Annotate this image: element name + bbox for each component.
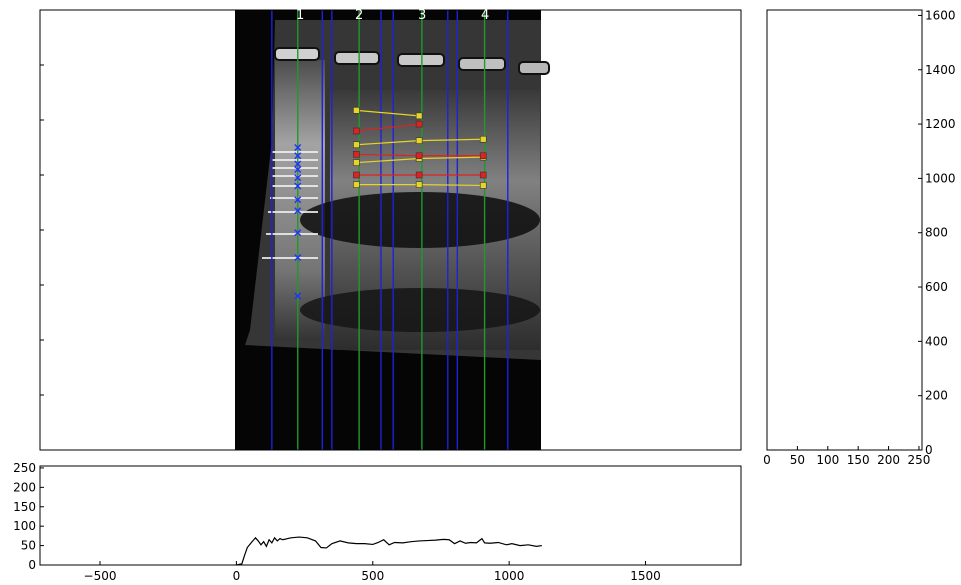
yellow-band-marker <box>415 137 423 144</box>
x-tick-label: 150 <box>847 453 870 467</box>
yellow-band-marker <box>479 135 487 143</box>
x-tick-label: 0 <box>763 453 771 467</box>
yellow-band-marker <box>353 159 360 166</box>
x-tick-label: 200 <box>877 453 900 467</box>
red-band-marker <box>415 171 423 179</box>
ladder-marker <box>294 160 302 168</box>
y-tick-label: 150 <box>13 500 36 514</box>
y-tick-label: 50 <box>21 539 36 553</box>
yellow-band-marker <box>353 141 360 149</box>
red-band-marker <box>353 171 360 179</box>
x-tick-label: 0 <box>233 569 241 583</box>
y-tick-label: 800 <box>925 226 948 240</box>
yellow-band-marker <box>479 182 487 189</box>
bottom-profile-axes: 0 50 100 150 200 250 −500 0 500 1000 1500 <box>13 461 742 583</box>
lane-label-3: 3 <box>418 8 426 23</box>
yellow-band-marker <box>353 181 360 188</box>
yellow-band-line <box>356 109 420 117</box>
red-band-marker <box>353 127 360 135</box>
y-tick-label: 200 <box>13 480 36 494</box>
lane-label-2: 2 <box>355 8 363 23</box>
red-band-marker <box>353 151 360 158</box>
yellow-band-marker <box>415 181 423 188</box>
y-tick-label: 250 <box>13 461 36 475</box>
y-tick-label: 0 <box>28 558 36 572</box>
y-tick-label: 1000 <box>925 171 956 185</box>
y-tick-label: 400 <box>925 334 948 348</box>
ladder-marker <box>294 174 302 182</box>
y-tick-label: 200 <box>925 389 948 403</box>
x-tick-label: 250 <box>908 453 931 467</box>
y-tick-label: 0 <box>925 443 933 457</box>
x-tick-label: 500 <box>361 569 384 583</box>
ladder-marker <box>294 152 302 160</box>
red-band-line <box>356 123 420 132</box>
x-tick-label: 100 <box>816 453 839 467</box>
red-band-marker <box>479 171 487 179</box>
red-band-marker <box>479 152 487 160</box>
red-band-marker <box>415 120 423 128</box>
lane-label-1: 1 <box>296 8 304 23</box>
y-tick-label: 1200 <box>925 117 956 131</box>
y-tick-label: 1400 <box>925 63 956 77</box>
y-tick-label: 100 <box>13 519 36 533</box>
red-band-marker <box>415 152 423 160</box>
intensity-profile-line <box>236 536 542 566</box>
x-tick-label: 50 <box>790 453 805 467</box>
lane-label-4: 4 <box>481 8 489 23</box>
y-tick-label: 1600 <box>925 8 956 22</box>
gel-image-axes: 1 2 3 4 <box>39 8 742 451</box>
ladder-marker <box>294 196 302 204</box>
ladder-marker <box>294 182 302 190</box>
x-tick-label: 1000 <box>494 569 525 583</box>
ladder-marker <box>294 143 302 152</box>
ladder-marker <box>294 253 302 262</box>
ladder-marker <box>294 292 302 300</box>
ladder-marker <box>294 207 302 215</box>
right-profile-axes: 0 200 400 600 800 1000 1200 1400 1600 0 50 100 150 20… <box>763 8 955 467</box>
yellow-band-marker <box>353 107 360 114</box>
ladder-marker <box>294 229 302 237</box>
ladder-marker <box>294 165 302 174</box>
gel-image <box>235 10 550 450</box>
x-tick-label: −500 <box>84 569 117 583</box>
x-tick-label: 1500 <box>630 569 661 583</box>
yellow-band-marker <box>415 112 423 120</box>
y-tick-label: 600 <box>925 280 948 294</box>
